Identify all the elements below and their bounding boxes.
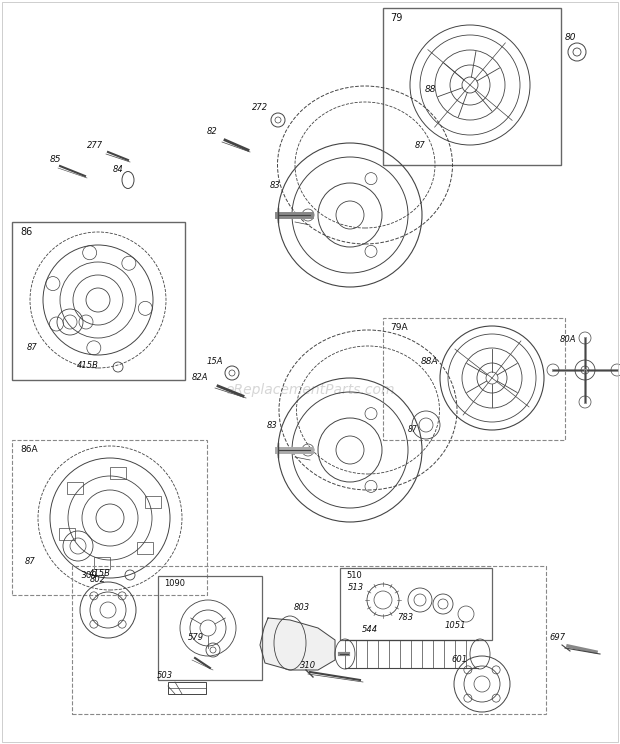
- Text: 85: 85: [50, 155, 61, 164]
- Text: 309: 309: [80, 571, 97, 580]
- Bar: [72, 566, 546, 714]
- Text: 15A: 15A: [206, 358, 223, 367]
- Text: 87: 87: [408, 426, 418, 434]
- Text: 79A: 79A: [390, 324, 407, 333]
- Polygon shape: [260, 618, 335, 670]
- Text: 272: 272: [252, 103, 268, 112]
- Text: 513: 513: [348, 583, 364, 592]
- Bar: [145, 496, 161, 508]
- Bar: [59, 527, 75, 539]
- Text: 83: 83: [267, 420, 277, 429]
- Text: 277: 277: [87, 141, 103, 150]
- Text: 88A: 88A: [421, 358, 439, 367]
- Text: 415B: 415B: [89, 569, 111, 579]
- Text: 86A: 86A: [20, 446, 38, 455]
- Text: 83: 83: [270, 181, 280, 190]
- Text: 82A: 82A: [192, 373, 208, 382]
- Bar: [12, 440, 207, 595]
- Bar: [168, 682, 206, 694]
- Text: eReplacementParts.com: eReplacementParts.com: [225, 383, 395, 397]
- Text: 80A: 80A: [560, 336, 576, 344]
- Bar: [383, 318, 565, 440]
- Text: 80: 80: [565, 33, 577, 42]
- Text: 87: 87: [25, 557, 35, 566]
- Text: 510: 510: [346, 571, 361, 580]
- Text: 601: 601: [452, 655, 468, 664]
- Text: 82: 82: [206, 127, 218, 136]
- Text: 503: 503: [157, 672, 173, 681]
- Text: 697: 697: [550, 633, 566, 643]
- Text: 88: 88: [424, 86, 436, 94]
- Bar: [94, 557, 110, 569]
- Bar: [340, 568, 492, 640]
- Text: 87: 87: [27, 344, 37, 353]
- Bar: [158, 576, 262, 680]
- Bar: [383, 8, 561, 165]
- Bar: [67, 482, 82, 495]
- Text: 1090: 1090: [164, 580, 185, 589]
- Text: 87: 87: [415, 141, 425, 150]
- Text: 79: 79: [390, 13, 402, 23]
- Text: 84: 84: [113, 165, 123, 175]
- Bar: [12, 222, 185, 380]
- Text: 1051: 1051: [445, 621, 466, 630]
- Text: 803: 803: [294, 603, 310, 612]
- Text: 783: 783: [397, 614, 413, 623]
- Text: 415B: 415B: [77, 362, 99, 371]
- Text: 579: 579: [188, 633, 204, 643]
- Text: 86: 86: [20, 227, 32, 237]
- Text: 802: 802: [90, 576, 106, 585]
- Text: 544: 544: [362, 626, 378, 635]
- Bar: [110, 466, 126, 478]
- Bar: [137, 542, 153, 554]
- Text: 310: 310: [300, 661, 316, 670]
